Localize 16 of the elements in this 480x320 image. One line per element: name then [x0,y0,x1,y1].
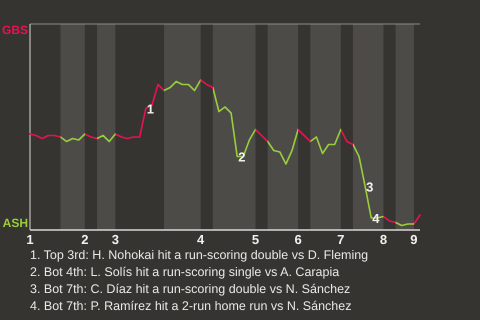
x-tick-label: 4 [197,232,206,247]
x-tick-label: 7 [337,232,344,247]
x-tick-label: 6 [294,232,302,247]
text: 2. Bot 4th: L. Solís hit a run-scoring single vs A. Carapia [30,265,340,279]
text: 4. Bot 7th: P. Ramírez hit a 2-run home run vs N. Sánchez [30,299,352,313]
x-tick-label: 3 [112,232,119,247]
text: GBS [2,23,28,37]
text: ASH [2,216,28,230]
x-tick-label: 2 [81,232,88,247]
annotation: 3 [366,180,374,194]
x-tick-label: 8 [380,232,388,247]
x-tick-label: 5 [252,232,260,247]
text: 3. Bot 7th: C. Díaz hit a run-scoring double vs N. Sánchez [30,282,350,296]
x-tick-label: 1 [26,232,34,247]
x-tick-label: 9 [410,232,418,247]
text: 1. Top 3rd: H. Nohokai hit a run-scoring double vs D. Fleming [30,248,368,262]
